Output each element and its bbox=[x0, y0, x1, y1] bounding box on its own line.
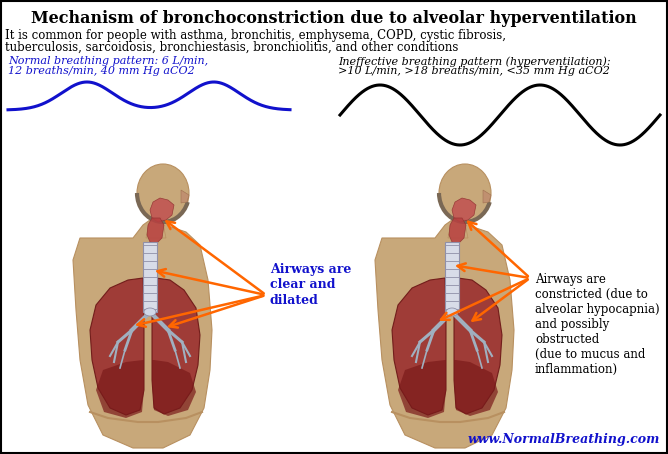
Polygon shape bbox=[150, 198, 174, 222]
Polygon shape bbox=[146, 218, 166, 238]
Text: Airways are
clear and
dilated: Airways are clear and dilated bbox=[270, 263, 351, 306]
Polygon shape bbox=[398, 360, 446, 418]
Text: tuberculosis, sarcoidosis, bronchiestasis, bronchiolitis, and other conditions: tuberculosis, sarcoidosis, bronchiestasi… bbox=[5, 41, 458, 54]
Polygon shape bbox=[448, 218, 468, 238]
Ellipse shape bbox=[439, 164, 491, 222]
Text: It is common for people with asthma, bronchitis, emphysema, COPD, cystic fibrosi: It is common for people with asthma, bro… bbox=[5, 29, 506, 42]
Polygon shape bbox=[96, 360, 144, 418]
Polygon shape bbox=[73, 220, 212, 448]
Ellipse shape bbox=[144, 308, 156, 316]
Text: >10 L/min, >18 breaths/min, <35 mm Hg aCO2: >10 L/min, >18 breaths/min, <35 mm Hg aC… bbox=[338, 66, 610, 76]
Polygon shape bbox=[452, 198, 476, 222]
Ellipse shape bbox=[446, 308, 458, 316]
Polygon shape bbox=[375, 220, 514, 448]
Text: www.NormalBreathing.com: www.NormalBreathing.com bbox=[468, 433, 660, 446]
Polygon shape bbox=[152, 278, 200, 414]
Polygon shape bbox=[483, 190, 491, 203]
Text: 12 breaths/min, 40 mm Hg aCO2: 12 breaths/min, 40 mm Hg aCO2 bbox=[8, 66, 195, 76]
Text: Ineffective breathing pattern (hyperventilation):: Ineffective breathing pattern (hypervent… bbox=[338, 56, 611, 67]
Bar bbox=[143, 242, 157, 312]
Polygon shape bbox=[449, 218, 466, 244]
Polygon shape bbox=[90, 278, 144, 415]
Text: Mechanism of bronchoconstriction due to alveolar hyperventilation: Mechanism of bronchoconstriction due to … bbox=[31, 10, 637, 27]
Polygon shape bbox=[147, 218, 164, 244]
Polygon shape bbox=[152, 360, 196, 416]
Text: Normal breathing pattern: 6 L/min,: Normal breathing pattern: 6 L/min, bbox=[8, 56, 208, 66]
Bar bbox=[445, 242, 459, 312]
Polygon shape bbox=[454, 278, 502, 414]
Polygon shape bbox=[181, 190, 189, 203]
Text: Airways are
constricted (due to
alveolar hypocapnia)
and possibly
obstructed
(du: Airways are constricted (due to alveolar… bbox=[535, 273, 659, 376]
Polygon shape bbox=[454, 360, 498, 416]
Ellipse shape bbox=[137, 164, 189, 222]
Polygon shape bbox=[392, 278, 446, 415]
